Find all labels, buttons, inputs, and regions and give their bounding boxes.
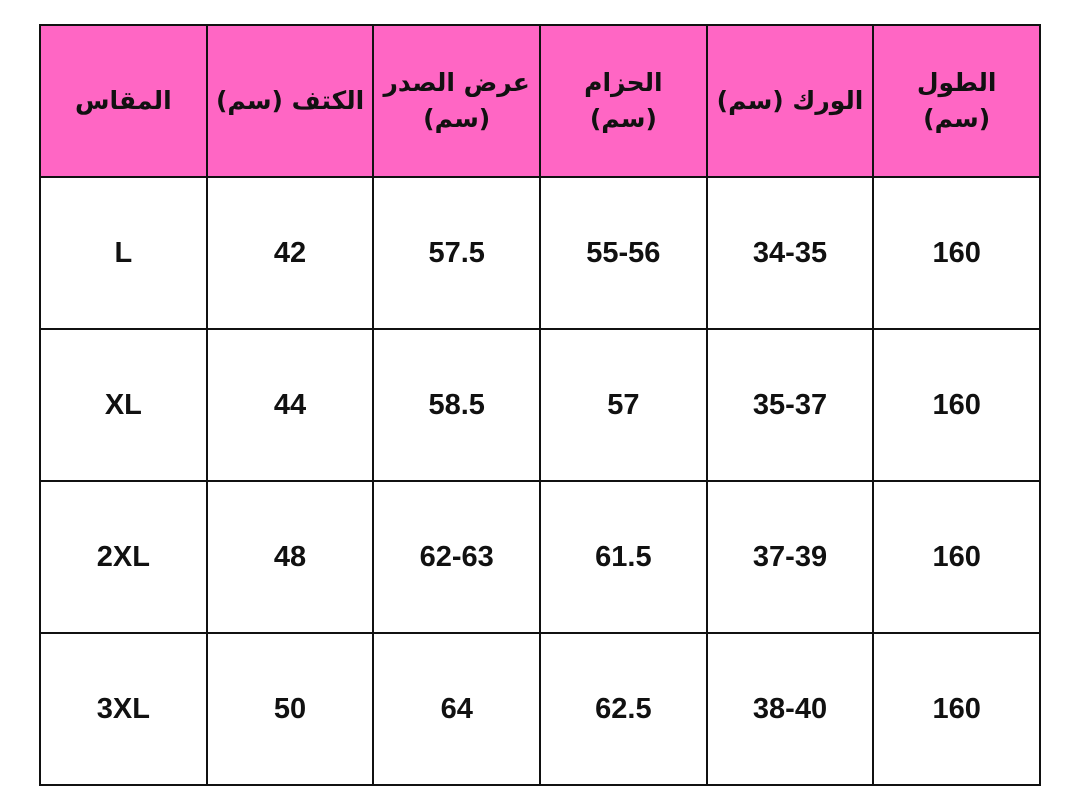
cell-length: 160 — [872, 176, 1041, 330]
header-size: المقاس — [39, 24, 208, 178]
cell-size: XL — [39, 328, 208, 482]
table-row: 160 38-40 62.5 64 50 3XL — [39, 632, 1041, 786]
cell-waist: 62.5 — [539, 632, 708, 786]
header-waist: الحزام (سم) — [539, 24, 708, 178]
header-hip: الورك (سم) — [705, 24, 875, 178]
cell-shoulder: 42 — [205, 176, 375, 330]
cell-size: 2XL — [39, 480, 208, 634]
cell-length: 160 — [872, 328, 1041, 482]
cell-shoulder: 48 — [205, 480, 375, 634]
cell-chest-width: 64 — [372, 632, 542, 786]
table-row: 160 35-37 57 58.5 44 XL — [39, 328, 1041, 482]
cell-hip: 38-40 — [705, 632, 875, 786]
cell-length: 160 — [872, 480, 1041, 634]
cell-size: 3XL — [39, 632, 208, 786]
cell-waist: 61.5 — [539, 480, 708, 634]
header-shoulder: الكتف (سم) — [205, 24, 375, 178]
cell-chest-width: 62-63 — [372, 480, 542, 634]
header-length: الطول (سم) — [872, 24, 1041, 178]
cell-chest-width: 58.5 — [372, 328, 542, 482]
cell-waist: 55-56 — [539, 176, 708, 330]
table-row: 160 34-35 55-56 57.5 42 L — [39, 176, 1041, 330]
header-chest-width: عرض الصدر (سم) — [372, 24, 542, 178]
cell-hip: 35-37 — [705, 328, 875, 482]
cell-shoulder: 50 — [205, 632, 375, 786]
cell-length: 160 — [872, 632, 1041, 786]
cell-hip: 37-39 — [705, 480, 875, 634]
table-row: 160 37-39 61.5 62-63 48 2XL — [39, 480, 1041, 634]
size-chart-table: الطول (سم) الورك (سم) الحزام (سم) عرض ال… — [39, 24, 1041, 786]
cell-size: L — [39, 176, 208, 330]
cell-waist: 57 — [539, 328, 708, 482]
cell-chest-width: 57.5 — [372, 176, 542, 330]
header-row: الطول (سم) الورك (سم) الحزام (سم) عرض ال… — [39, 24, 1041, 178]
cell-shoulder: 44 — [205, 328, 375, 482]
cell-hip: 34-35 — [705, 176, 875, 330]
